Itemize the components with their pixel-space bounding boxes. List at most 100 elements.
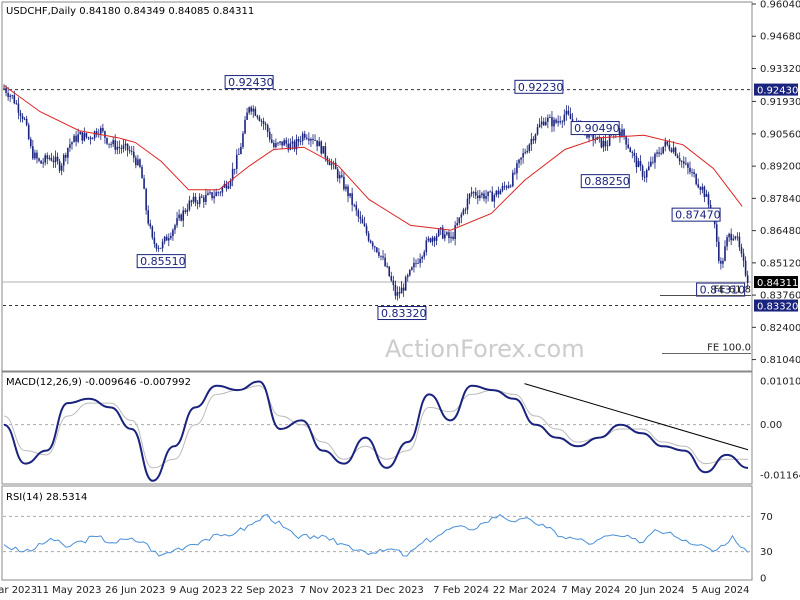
price-tick-label: 0.83760 [760, 291, 800, 302]
candle-body [93, 131, 96, 139]
candle-body [349, 193, 351, 197]
candle-body [203, 197, 205, 202]
date-tick-label: 7 Nov 2023 [300, 585, 358, 596]
candle-body [174, 225, 176, 230]
candle-body [143, 178, 145, 189]
candle-body [542, 121, 545, 126]
candle-body [697, 184, 700, 188]
candle-body [623, 129, 625, 136]
candle-body [505, 186, 508, 188]
macd-tick-label: -0.011645 [760, 470, 800, 481]
candle-body [215, 192, 217, 197]
moving-average-group [3, 85, 743, 231]
candle-body [374, 246, 376, 248]
candle-body [664, 141, 667, 147]
candle-body [724, 246, 726, 261]
price-tick-label: 0.82400 [760, 323, 800, 334]
candle-body [46, 155, 49, 159]
candle-body [635, 156, 638, 168]
candle-body [742, 253, 745, 261]
rsi-tick-label: 30 [760, 547, 773, 558]
candle-body [746, 275, 749, 283]
candle-body [413, 262, 415, 268]
candle-body [147, 210, 149, 224]
candle-body [540, 121, 543, 125]
candle-body [417, 262, 419, 264]
key-level-badge [754, 83, 798, 96]
level-annotation-label: 0.90490 [574, 122, 620, 135]
price-tick-label: 0.85120 [760, 258, 800, 269]
candle-body [235, 154, 238, 169]
candle-body [415, 262, 417, 264]
candle-body [341, 175, 343, 177]
candle-body [250, 107, 252, 112]
candle-body [509, 185, 512, 187]
candle-body [472, 192, 475, 193]
candle-body [65, 154, 67, 158]
candle-body [44, 155, 46, 163]
candle-body [549, 117, 551, 118]
moving-average-line [3, 85, 743, 231]
price-tick-label: 0.94680 [760, 32, 800, 43]
rsi-panel-title: RSI(14) 28.5314 [6, 492, 87, 503]
candle-body [122, 145, 125, 149]
candle-body [180, 214, 182, 221]
candle-body [637, 161, 640, 168]
candle-body [168, 238, 170, 241]
candle-body [244, 119, 246, 134]
candle-body [165, 236, 168, 241]
candle-body [221, 187, 224, 193]
candle-body [699, 187, 702, 190]
candle-body [172, 229, 174, 237]
price-tick-label: 0.90560 [760, 129, 800, 140]
candle-body [314, 139, 316, 141]
candle-body [409, 269, 411, 276]
candle-body [190, 200, 193, 202]
candle-body [351, 193, 353, 205]
date-tick-label: 11 May 2023 [36, 585, 101, 596]
candle-body [732, 238, 735, 241]
candle-body [159, 247, 162, 249]
candle-body [67, 147, 69, 158]
macd-panel-frame [1, 371, 753, 485]
candle-body [701, 186, 704, 190]
candle-body [69, 144, 71, 148]
price-tick-label: 0.91930 [760, 97, 800, 108]
level-annotation-box [377, 306, 427, 321]
candle-body [17, 103, 20, 113]
rsi-group: 70 30 0 [3, 512, 773, 585]
candle-body [285, 140, 288, 144]
candle-body [345, 186, 347, 190]
candle-body [487, 191, 489, 197]
candle-body [398, 292, 401, 294]
candle-body [211, 192, 213, 199]
candle-body [130, 151, 133, 152]
candle-body [493, 195, 496, 202]
candle-body [458, 217, 461, 224]
candle-body [691, 172, 693, 173]
level-annotation-label: 0.83320 [381, 307, 427, 320]
candle-body [507, 185, 510, 188]
candle-body [36, 152, 38, 159]
candle-body [295, 139, 298, 150]
candle-body [198, 196, 201, 204]
candle-body [219, 192, 222, 194]
candle-body [184, 210, 187, 212]
candle-body [633, 152, 636, 157]
candle-body [563, 114, 566, 122]
candle-body [569, 114, 572, 120]
candle-body [547, 117, 549, 122]
candle-body [21, 115, 24, 120]
candle-body [641, 165, 644, 177]
candle-body [353, 204, 355, 206]
candle-body [464, 209, 467, 211]
candle-body [124, 143, 127, 146]
candle-body [110, 144, 112, 145]
candle-body [522, 153, 524, 158]
level-annotation-box [514, 79, 564, 94]
candle-body [322, 146, 325, 154]
candle-body [518, 159, 520, 164]
candle-body [29, 139, 32, 147]
candle-body [643, 176, 646, 178]
candle-body [62, 154, 65, 166]
